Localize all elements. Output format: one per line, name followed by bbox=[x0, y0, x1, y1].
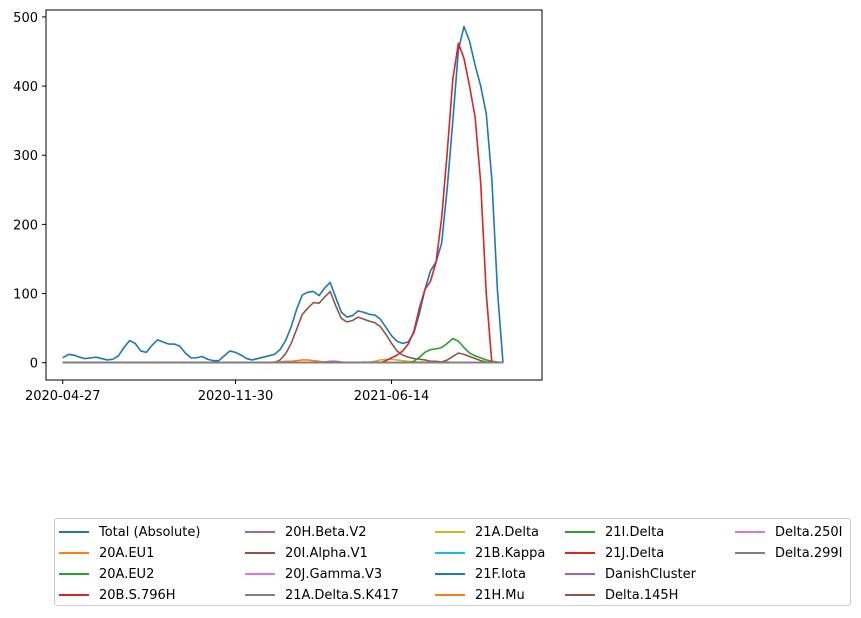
legend-label: Total (Absolute) bbox=[99, 524, 201, 540]
legend-label: 21A.Delta bbox=[475, 524, 540, 540]
legend-swatch bbox=[59, 573, 89, 575]
series-line-total-absolute- bbox=[62, 25, 504, 363]
legend-swatch bbox=[565, 573, 595, 575]
legend-entry: Delta.145H bbox=[565, 585, 678, 605]
legend-entry: 20A.EU2 bbox=[59, 564, 154, 584]
legend-label: 20I.Alpha.V1 bbox=[285, 545, 368, 561]
legend-label: 20A.EU2 bbox=[99, 566, 155, 582]
legend-entry: 20B.S.796H bbox=[59, 585, 176, 605]
legend-swatch bbox=[245, 594, 275, 596]
legend: Total (Absolute) 20A.EU1 20A.EU2 20B.S.796H… bbox=[54, 518, 851, 606]
legend-swatch bbox=[565, 531, 595, 533]
legend-entry: 21H.Mu bbox=[435, 585, 525, 605]
series-layer bbox=[62, 25, 504, 364]
legend-swatch bbox=[735, 531, 765, 533]
legend-swatch bbox=[435, 594, 465, 596]
legend-entry: Delta.250I bbox=[735, 522, 842, 542]
legend-swatch bbox=[59, 531, 89, 533]
legend-swatch bbox=[245, 552, 275, 554]
legend-swatch bbox=[59, 552, 89, 554]
legend-label: 21I.Delta bbox=[605, 524, 665, 540]
legend-label: 21B.Kappa bbox=[475, 545, 546, 561]
legend-label: 20H.Beta.V2 bbox=[285, 524, 367, 540]
y-tick-label: 500 bbox=[13, 11, 38, 26]
x-axis: 2020-04-27 2020-11-30 2021-06-14 bbox=[25, 380, 429, 404]
legend-label: DanishCluster bbox=[605, 566, 696, 582]
legend-label: 21F.Iota bbox=[475, 566, 526, 582]
legend-swatch bbox=[245, 531, 275, 533]
legend-label: 20J.Gamma.V3 bbox=[285, 566, 383, 582]
legend-swatch bbox=[435, 531, 465, 533]
legend-entry: 21I.Delta bbox=[565, 522, 664, 542]
legend-entry: Total (Absolute) bbox=[59, 522, 200, 542]
x-tick-label: 2020-11-30 bbox=[198, 389, 274, 404]
y-tick-label: 100 bbox=[13, 288, 38, 303]
legend-entry: 21A.Delta.S.K417 bbox=[245, 585, 399, 605]
series-line-21j-delta bbox=[62, 42, 503, 364]
legend-swatch bbox=[435, 552, 465, 554]
legend-entry: 21J.Delta bbox=[565, 543, 664, 563]
plot-frame bbox=[45, 9, 543, 381]
legend-entry: 20I.Alpha.V1 bbox=[245, 543, 368, 563]
legend-label: Delta.145H bbox=[605, 587, 679, 603]
y-tick-label: 300 bbox=[13, 149, 38, 164]
legend-label: 21A.Delta.S.K417 bbox=[285, 587, 399, 603]
legend-label: Delta.299I bbox=[775, 545, 843, 561]
legend-entry: 21F.Iota bbox=[435, 564, 526, 584]
series-line-20i-alpha-v1 bbox=[62, 290, 503, 364]
y-tick-label: 200 bbox=[13, 218, 38, 233]
legend-swatch bbox=[565, 552, 595, 554]
legend-label: Delta.250I bbox=[775, 524, 843, 540]
legend-entry: DanishCluster bbox=[565, 564, 696, 584]
legend-swatch bbox=[735, 552, 765, 554]
legend-entry: 20H.Beta.V2 bbox=[245, 522, 367, 542]
legend-label: 21J.Delta bbox=[605, 545, 665, 561]
x-tick-label: 2020-04-27 bbox=[25, 389, 101, 404]
legend-label: 20A.EU1 bbox=[99, 545, 155, 561]
legend-entry: 21B.Kappa bbox=[435, 543, 545, 563]
legend-label: 20B.S.796H bbox=[99, 587, 176, 603]
y-tick-label: 0 bbox=[30, 357, 38, 372]
legend-label: 21H.Mu bbox=[475, 587, 525, 603]
legend-entry: 20J.Gamma.V3 bbox=[245, 564, 382, 584]
x-tick-label: 2021-06-14 bbox=[354, 389, 430, 404]
legend-swatch bbox=[435, 573, 465, 575]
y-axis: 0 100 200 300 400 500 bbox=[13, 11, 46, 372]
legend-entry: Delta.299I bbox=[735, 543, 842, 563]
legend-swatch bbox=[59, 594, 89, 596]
legend-swatch bbox=[565, 594, 595, 596]
legend-swatch bbox=[245, 573, 275, 575]
y-tick-label: 400 bbox=[13, 80, 38, 95]
legend-entry: 20A.EU1 bbox=[59, 543, 154, 563]
legend-entry: 21A.Delta bbox=[435, 522, 539, 542]
